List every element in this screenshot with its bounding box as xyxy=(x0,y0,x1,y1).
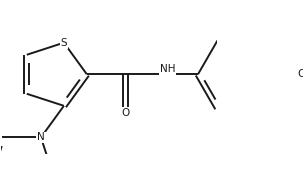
Text: O: O xyxy=(122,108,130,118)
Text: N: N xyxy=(37,132,45,142)
Text: Cl: Cl xyxy=(298,69,303,79)
Text: S: S xyxy=(61,38,67,48)
Text: NH: NH xyxy=(160,64,175,74)
